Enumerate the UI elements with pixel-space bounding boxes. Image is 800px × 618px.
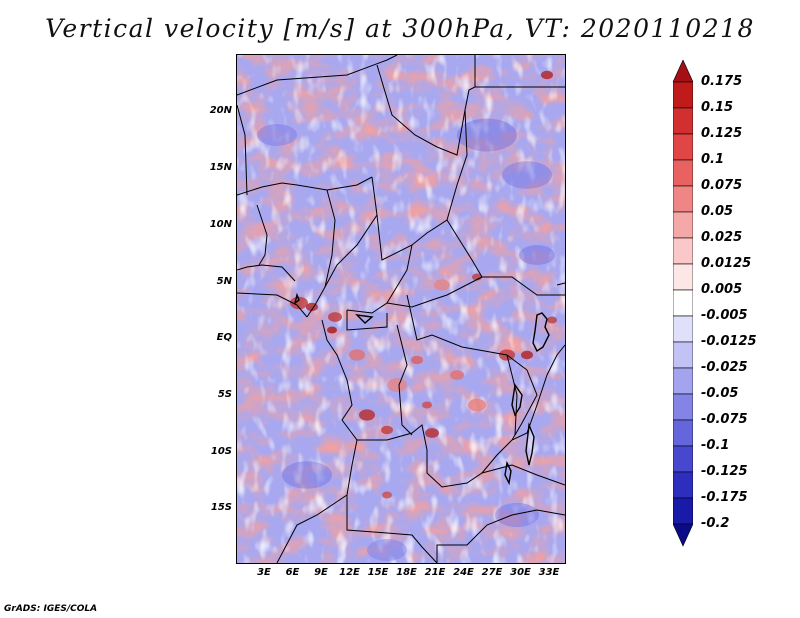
colorbar-tick-label: -0.025 xyxy=(701,360,748,375)
subsidence-region xyxy=(495,502,539,528)
convective-cell xyxy=(411,355,423,365)
convective-cell xyxy=(381,425,393,435)
lake-and-coast-outlines xyxy=(293,292,550,486)
lon-tick-label: 18E xyxy=(396,567,417,578)
colorbar-tick-label: 0.175 xyxy=(701,74,743,89)
colorbar-swatch xyxy=(673,133,693,161)
colorbar-tick-label: -0.005 xyxy=(701,308,748,323)
subsidence-region xyxy=(502,161,552,189)
convective-cell xyxy=(328,312,342,322)
lat-tick-label: EQ xyxy=(216,332,232,343)
colorbar-swatch xyxy=(673,445,693,473)
lon-tick-label: 12E xyxy=(339,567,360,578)
lon-tick-label: 15E xyxy=(367,567,389,578)
lon-tick-label: 24E xyxy=(453,567,474,578)
country-borders xyxy=(237,55,565,563)
lat-tick-label: 5N xyxy=(216,276,232,287)
lon-tick-label: 30E xyxy=(510,567,531,578)
convective-cell xyxy=(541,70,553,80)
lon-tick-label: 3E xyxy=(257,567,271,578)
colorbar-tick-label: 0.05 xyxy=(701,204,734,219)
lon-tick-label: 27E xyxy=(481,567,503,578)
colorbar-swatch xyxy=(673,185,693,213)
colorbar-swatch xyxy=(673,419,693,447)
colorbar-tick-label: 0.025 xyxy=(701,230,743,245)
colorbar-tick-label: 0.1 xyxy=(701,152,725,167)
colorbar-tick-label: -0.175 xyxy=(701,490,748,505)
convective-cell xyxy=(387,378,407,392)
lon-tick-label: 21E xyxy=(424,567,446,578)
colorbar-swatch xyxy=(673,263,693,291)
intense-cells xyxy=(257,70,557,561)
convective-cell xyxy=(290,296,308,310)
lat-tick-label: 15S xyxy=(210,502,232,513)
colorbar-tick-label: -0.125 xyxy=(701,464,748,479)
lat-tick-label: 10N xyxy=(209,219,232,230)
colorbar-tick-label: 0.005 xyxy=(701,282,743,297)
subsidence-region xyxy=(457,118,517,152)
colorbar-swatch xyxy=(673,315,693,343)
colorbar-swatch xyxy=(673,81,693,109)
colorbar-tick-label: -0.05 xyxy=(701,386,739,401)
colorbar-swatch xyxy=(673,289,693,317)
convective-cell xyxy=(422,401,432,409)
lat-tick-label: 5S xyxy=(217,389,232,400)
convective-cell xyxy=(382,491,392,499)
colorbar-tick-label: -0.2 xyxy=(701,516,730,531)
grads-credit: GrADS: IGES/COLA xyxy=(4,604,98,614)
colorbar-tick-label: 0.075 xyxy=(701,178,743,193)
subsidence-region xyxy=(367,539,407,561)
convective-cell xyxy=(521,350,533,360)
lat-tick-label: 10S xyxy=(210,446,232,457)
convective-cell xyxy=(349,349,365,361)
colorbar-swatch xyxy=(673,237,693,265)
colorbar-tick-label: 0.125 xyxy=(701,126,743,141)
convective-cell xyxy=(468,398,486,412)
map-title: Vertical velocity [m/s] at 300hPa, VT: 2… xyxy=(45,14,755,43)
convective-cell xyxy=(547,316,557,324)
subsidence-region xyxy=(282,461,332,489)
colorbar xyxy=(673,60,693,547)
convective-cell xyxy=(327,326,337,334)
colorbar-tick-label: 0.15 xyxy=(701,100,734,115)
convective-cell xyxy=(359,409,375,421)
lon-tick-label: 9E xyxy=(314,567,328,578)
colorbar-swatch xyxy=(673,393,693,421)
map-panel xyxy=(236,54,566,564)
subsidence-region xyxy=(519,245,555,265)
lat-tick-label: 20N xyxy=(209,105,232,116)
subsidence-region xyxy=(257,124,297,146)
colorbar-swatch xyxy=(673,497,693,525)
colorbar-tick-label: -0.075 xyxy=(701,412,748,427)
vertical-velocity-field xyxy=(237,55,565,563)
colorbar-tick-label: -0.1 xyxy=(701,438,730,453)
colorbar-swatch xyxy=(673,107,693,135)
lon-tick-label: 33E xyxy=(538,567,560,578)
colorbar-swatch xyxy=(673,367,693,395)
colorbar-tick-label: 0.0125 xyxy=(701,256,752,271)
colorbar-swatch xyxy=(673,471,693,499)
colorbar-tick-label: -0.0125 xyxy=(701,334,757,349)
colorbar-swatch xyxy=(673,341,693,369)
convective-cell xyxy=(450,370,464,380)
colorbar-swatch xyxy=(673,159,693,187)
lat-tick-label: 15N xyxy=(209,162,232,173)
colorbar-swatch xyxy=(673,211,693,239)
colorbar-swatch xyxy=(673,523,693,547)
lon-tick-label: 6E xyxy=(285,567,300,578)
colorbar-swatch xyxy=(673,60,693,83)
convective-cell xyxy=(434,279,450,291)
convective-cell xyxy=(425,428,439,438)
